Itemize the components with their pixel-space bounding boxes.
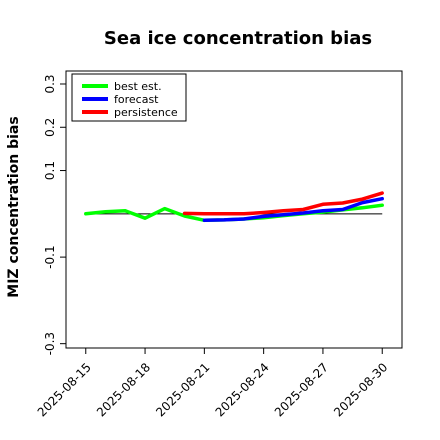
x-tick-label: 2025-08-15 bbox=[35, 360, 94, 419]
y-tick-label: 0.2 bbox=[43, 118, 57, 137]
chart-title: Sea ice concentration bias bbox=[104, 28, 372, 49]
x-tick-label: 2025-08-24 bbox=[213, 360, 272, 419]
series-line-best-est- bbox=[84, 206, 207, 223]
legend-label: forecast bbox=[114, 93, 159, 106]
x-tick-label: 2025-08-27 bbox=[272, 360, 331, 419]
x-tick-label: 2025-08-18 bbox=[94, 360, 153, 419]
series-layer bbox=[84, 191, 384, 223]
y-tick-label: -0.1 bbox=[43, 245, 57, 268]
y-tick-label: 0.3 bbox=[43, 74, 57, 93]
y-tick-label: 0.1 bbox=[43, 161, 57, 180]
legend-label: best est. bbox=[114, 80, 162, 93]
series-line-persistence bbox=[182, 191, 384, 216]
x-tick-label: 2025-08-21 bbox=[153, 360, 212, 419]
y-axis-label: MIZ concentration bias bbox=[6, 116, 22, 297]
y-tick-label: -0.3 bbox=[43, 332, 57, 355]
series-line-forecast bbox=[202, 196, 384, 223]
x-tick-label: 2025-08-30 bbox=[331, 360, 390, 419]
legend-label: persistence bbox=[114, 106, 178, 119]
